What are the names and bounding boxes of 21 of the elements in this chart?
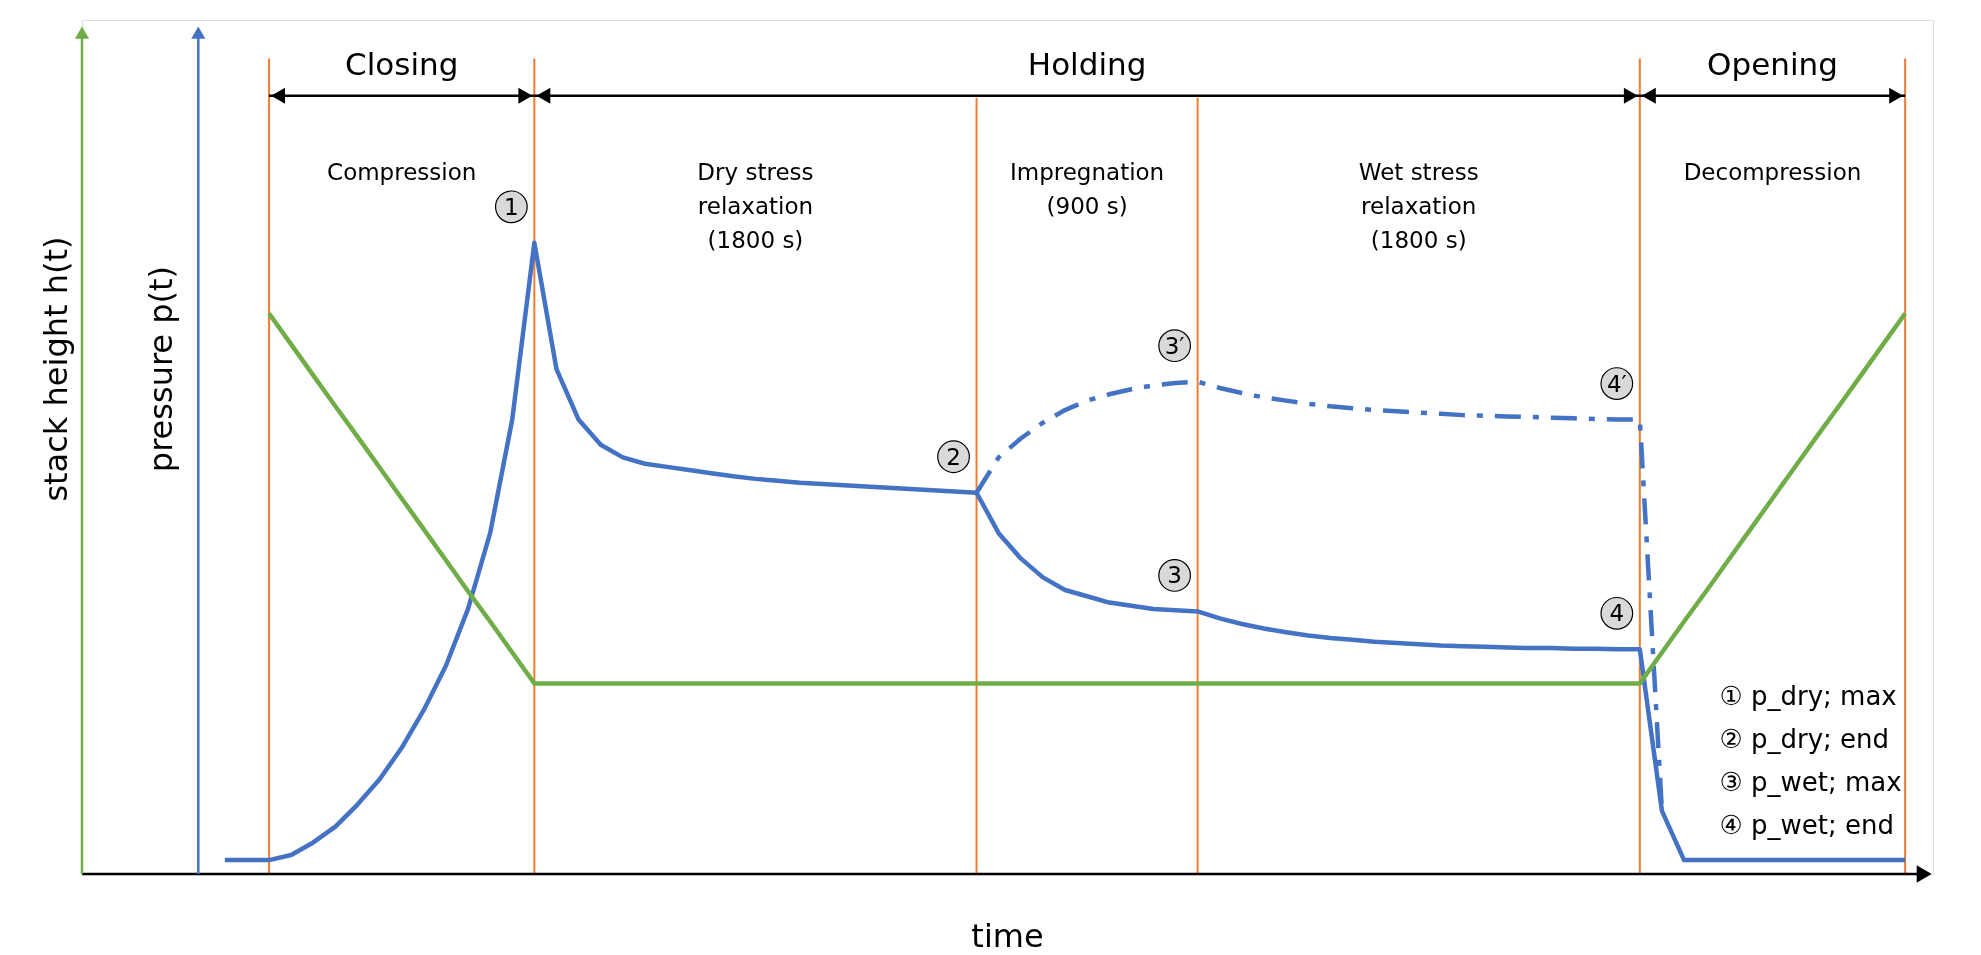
x-axis-title: time [971, 917, 1044, 955]
text: Closing [345, 45, 459, 82]
text: Impregnation (900 s) [1009, 159, 1165, 220]
annotation: Wet stress relaxation (1800 s) [1358, 159, 1479, 254]
annotation: 4 [1609, 600, 1625, 627]
annotation: ② p_dry; end [1719, 724, 1890, 755]
text: 1 [504, 193, 519, 220]
annotation: ④ p_wet; end [1719, 810, 1894, 841]
text: Decompression [1683, 159, 1862, 186]
annotation: Dry stress relaxation (1800 s) [697, 159, 814, 254]
y2-axis-title: stack height h(t) [36, 236, 75, 502]
annotation: ① p_dry; max [1719, 681, 1897, 712]
annotation: 3 [1167, 562, 1182, 589]
annotation: 4′ [1606, 370, 1627, 397]
y-axis-title: pressure p(t) [141, 265, 180, 473]
annotation: 2 [946, 443, 961, 470]
annotation: 3′ [1164, 332, 1185, 359]
text: Compression [327, 159, 477, 186]
annotation: ③ p_wet; max [1719, 767, 1902, 798]
text: Opening [1707, 45, 1838, 82]
text: Holding [1027, 45, 1147, 82]
